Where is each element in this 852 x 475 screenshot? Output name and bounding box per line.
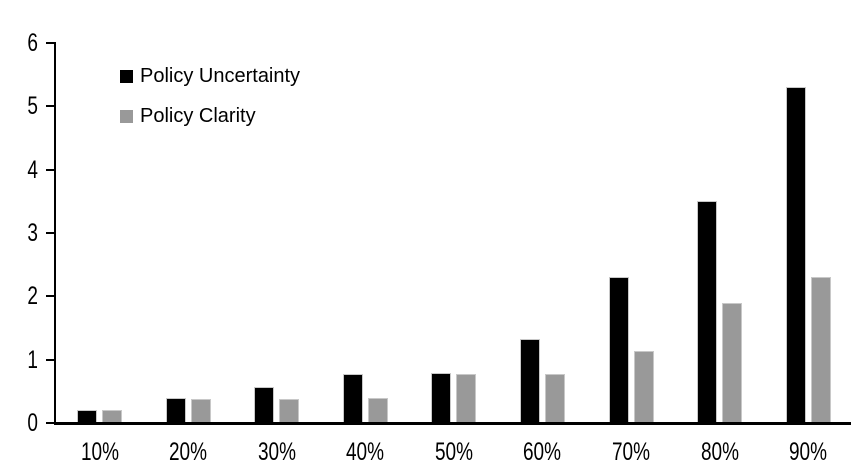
bar-policy-uncertainty-70% (608, 277, 629, 423)
y-tick (46, 422, 56, 424)
y-tick-label: 6 (27, 29, 38, 57)
bar-policy-clarity-90% (810, 277, 831, 423)
y-tick-label: 5 (27, 92, 38, 121)
y-tick (46, 42, 56, 44)
y-tick-label: 1 (27, 345, 38, 374)
legend: Policy Uncertainty Policy Clarity (120, 62, 300, 142)
y-axis-line (54, 42, 56, 425)
y-tick (46, 295, 56, 298)
bar-policy-uncertainty-90% (785, 87, 806, 423)
legend-label-policy-clarity: Policy Clarity (140, 105, 256, 127)
y-tick-label: 2 (27, 282, 38, 311)
x-category-label: 80% (700, 438, 739, 466)
x-category-label: 50% (434, 438, 473, 466)
legend-swatch-policy-clarity (120, 109, 133, 123)
x-category-label: 20% (169, 438, 208, 466)
y-tick-label: 0 (27, 409, 38, 437)
bar-policy-uncertainty-30% (254, 386, 275, 423)
bar-policy-uncertainty-20% (165, 397, 186, 423)
x-category-label: 40% (346, 438, 385, 466)
y-tick (46, 232, 56, 234)
bar-policy-clarity-30% (279, 398, 300, 423)
x-axis-line (54, 422, 851, 425)
bar-policy-clarity-70% (633, 351, 654, 423)
bar-policy-clarity-80% (722, 302, 743, 423)
x-category-label: 90% (789, 438, 828, 466)
y-tick (46, 358, 56, 361)
x-category-label: 70% (611, 438, 651, 466)
bar-policy-clarity-60% (544, 374, 565, 423)
x-category-label: 10% (80, 438, 119, 466)
x-category-label: 30% (257, 438, 296, 466)
bar-policy-uncertainty-50% (431, 372, 452, 423)
bar-policy-clarity-40% (367, 398, 388, 423)
y-tick (46, 168, 56, 171)
bar-policy-clarity-10% (102, 410, 123, 423)
y-tick-label: 4 (27, 155, 38, 184)
bar-policy-uncertainty-80% (697, 201, 718, 423)
y-tick-label: 3 (27, 219, 38, 247)
legend-label-policy-uncertainty: Policy Uncertainty (140, 65, 301, 87)
bar-policy-uncertainty-40% (342, 374, 363, 423)
bar-policy-clarity-20% (190, 398, 211, 423)
y-tick (46, 105, 56, 108)
x-category-label: 60% (523, 438, 562, 466)
legend-item-policy-clarity: Policy Clarity (120, 102, 300, 130)
bar-policy-uncertainty-60% (519, 338, 540, 423)
legend-item-policy-uncertainty: Policy Uncertainty (120, 62, 300, 90)
bar-policy-uncertainty-10% (77, 410, 98, 423)
bar-policy-clarity-50% (456, 374, 477, 423)
legend-swatch-policy-uncertainty (120, 69, 133, 83)
